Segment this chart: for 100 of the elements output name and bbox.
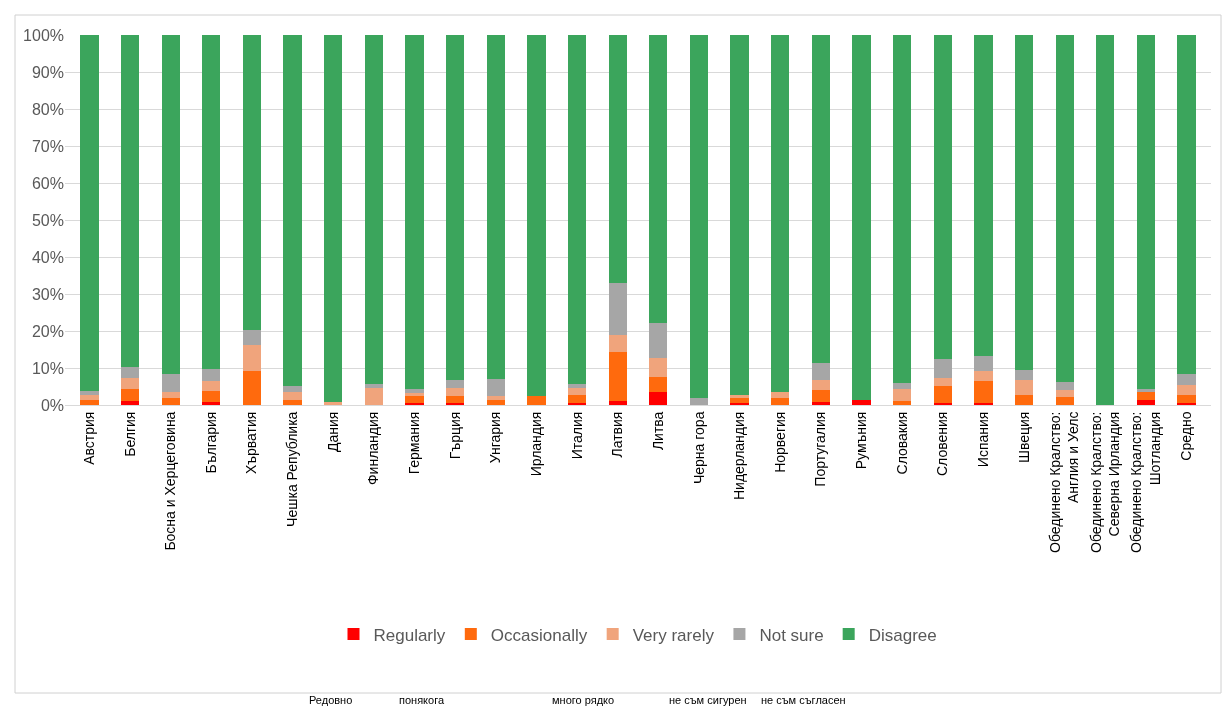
bar: [852, 35, 871, 400]
bar: [120, 378, 140, 390]
bar: [893, 389, 912, 401]
bar: [1136, 392, 1156, 400]
bar: [974, 35, 993, 356]
bar: [567, 395, 587, 404]
bar: [1177, 385, 1196, 395]
bar: [649, 323, 668, 358]
bar: [608, 35, 627, 283]
bar: [1055, 382, 1074, 390]
legend-label: Not sure: [759, 625, 824, 645]
bar: [1055, 35, 1074, 383]
bar: [364, 35, 383, 384]
bar: [852, 399, 871, 405]
x-tick-label: Черна гора: [690, 411, 707, 485]
bar: [567, 387, 587, 396]
bar: [1055, 389, 1074, 398]
bar: [974, 355, 993, 371]
bar: [649, 376, 668, 393]
bar: [567, 35, 587, 384]
legend-label: Very rarely: [632, 625, 715, 645]
bar: [405, 392, 424, 397]
bar: [445, 387, 465, 397]
bar: [730, 394, 749, 398]
text: не съм сигурен: [669, 694, 747, 706]
x-tick-label: Обединено Кралство: Англия и Уелс: [1047, 411, 1082, 554]
x-tick-label: Швеция: [1015, 411, 1032, 463]
bar: [283, 392, 302, 400]
x-tick-label: Италия: [568, 411, 585, 460]
bar: [80, 394, 99, 400]
bar: [527, 35, 546, 396]
bar: [486, 395, 505, 400]
bar: [811, 363, 831, 380]
bar: [242, 329, 262, 346]
x-tick-label: Австрия: [80, 411, 97, 465]
bar: [405, 396, 424, 404]
bar: [242, 35, 262, 330]
y-tick-label: 100%: [23, 26, 64, 44]
bar: [1014, 370, 1034, 380]
bar: [120, 35, 140, 367]
bar: [608, 352, 627, 401]
bar: [933, 378, 952, 387]
bar: [405, 388, 424, 393]
bar: [486, 35, 505, 379]
x-tick-label: Финландия: [365, 411, 382, 486]
legend-label: Regularly: [373, 625, 446, 645]
bar: [730, 397, 749, 404]
bar: [120, 366, 140, 379]
x-tick-label: Германия: [406, 411, 423, 475]
x-tick-label: Норвегия: [771, 411, 788, 473]
bar: [486, 399, 505, 405]
bar: [202, 35, 221, 369]
x-tick-label: България: [202, 411, 219, 474]
bar: [933, 35, 952, 359]
bar: [1014, 379, 1034, 396]
text: не съм съгласен: [761, 694, 846, 706]
x-tick-label: Португалия: [812, 411, 829, 487]
x-tick-label: Словения: [934, 411, 951, 477]
bar: [80, 391, 99, 395]
bar: [1096, 35, 1115, 405]
x-tick-label: Нидерландия: [731, 411, 748, 501]
x-tick-label: Литва: [649, 411, 666, 451]
x-tick-label: Белгия: [121, 411, 138, 457]
bar: [445, 379, 465, 388]
bar: [324, 35, 343, 403]
bar: [608, 282, 627, 336]
y-tick-label: 90%: [31, 63, 64, 81]
bar: [527, 395, 546, 405]
bar: [893, 383, 912, 390]
bar: [1055, 397, 1074, 405]
bar: [283, 386, 302, 393]
bar: [649, 392, 668, 405]
y-tick-label: 70%: [31, 137, 64, 155]
bar: [1177, 373, 1196, 386]
x-tick-label: Гърция: [446, 411, 463, 460]
bar: [1014, 35, 1034, 371]
x-tick-label: Хърватия: [243, 411, 260, 475]
bar: [771, 392, 790, 398]
y-tick-label: 40%: [31, 248, 64, 266]
text: понякога: [399, 694, 445, 706]
bar: [730, 35, 749, 395]
bar: [120, 389, 140, 401]
x-tick-label: Румъния: [853, 411, 870, 470]
bar: [80, 35, 99, 392]
bar: [80, 399, 99, 405]
x-tick-label: Дания: [324, 411, 341, 453]
bar: [161, 397, 180, 405]
bar: [161, 35, 180, 374]
bar: [202, 402, 221, 405]
y-tick-label: 0%: [40, 396, 64, 414]
bar: [1014, 395, 1034, 405]
bar: [283, 35, 302, 387]
bar: [811, 390, 831, 402]
x-tick-label: Испания: [974, 411, 991, 468]
bar: [974, 380, 993, 404]
text: много рядко: [552, 694, 615, 706]
bar: [689, 35, 709, 398]
bar: [608, 335, 627, 353]
bar: [161, 392, 180, 398]
bar: [445, 396, 465, 404]
